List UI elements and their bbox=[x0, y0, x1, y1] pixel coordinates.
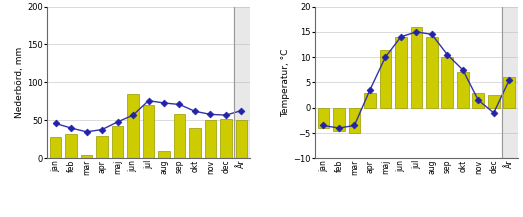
Bar bbox=[234, 7, 249, 158]
Bar bbox=[395, 37, 407, 108]
Bar bbox=[220, 119, 232, 158]
Bar bbox=[81, 155, 93, 158]
Bar bbox=[364, 93, 376, 108]
Bar bbox=[441, 57, 453, 108]
Bar bbox=[189, 128, 201, 158]
Bar bbox=[112, 126, 123, 158]
Bar bbox=[236, 120, 247, 158]
Y-axis label: Nederbörd, mm: Nederbörd, mm bbox=[15, 47, 25, 118]
Bar bbox=[204, 120, 217, 158]
Bar bbox=[380, 49, 391, 108]
Bar bbox=[143, 105, 154, 158]
Bar bbox=[472, 93, 484, 108]
Bar bbox=[158, 151, 170, 158]
Bar bbox=[348, 108, 360, 133]
Y-axis label: Temperatur, °C: Temperatur, °C bbox=[281, 48, 290, 117]
Bar bbox=[411, 27, 422, 108]
Bar bbox=[96, 136, 108, 158]
Bar bbox=[127, 94, 139, 158]
Bar bbox=[65, 134, 77, 158]
Bar bbox=[174, 114, 185, 158]
Bar bbox=[457, 72, 469, 108]
Bar bbox=[50, 137, 61, 158]
Bar bbox=[333, 108, 345, 131]
Bar bbox=[504, 77, 515, 108]
Bar bbox=[317, 108, 329, 128]
Bar bbox=[426, 37, 438, 108]
Bar bbox=[488, 95, 499, 108]
Bar bbox=[502, 7, 517, 158]
